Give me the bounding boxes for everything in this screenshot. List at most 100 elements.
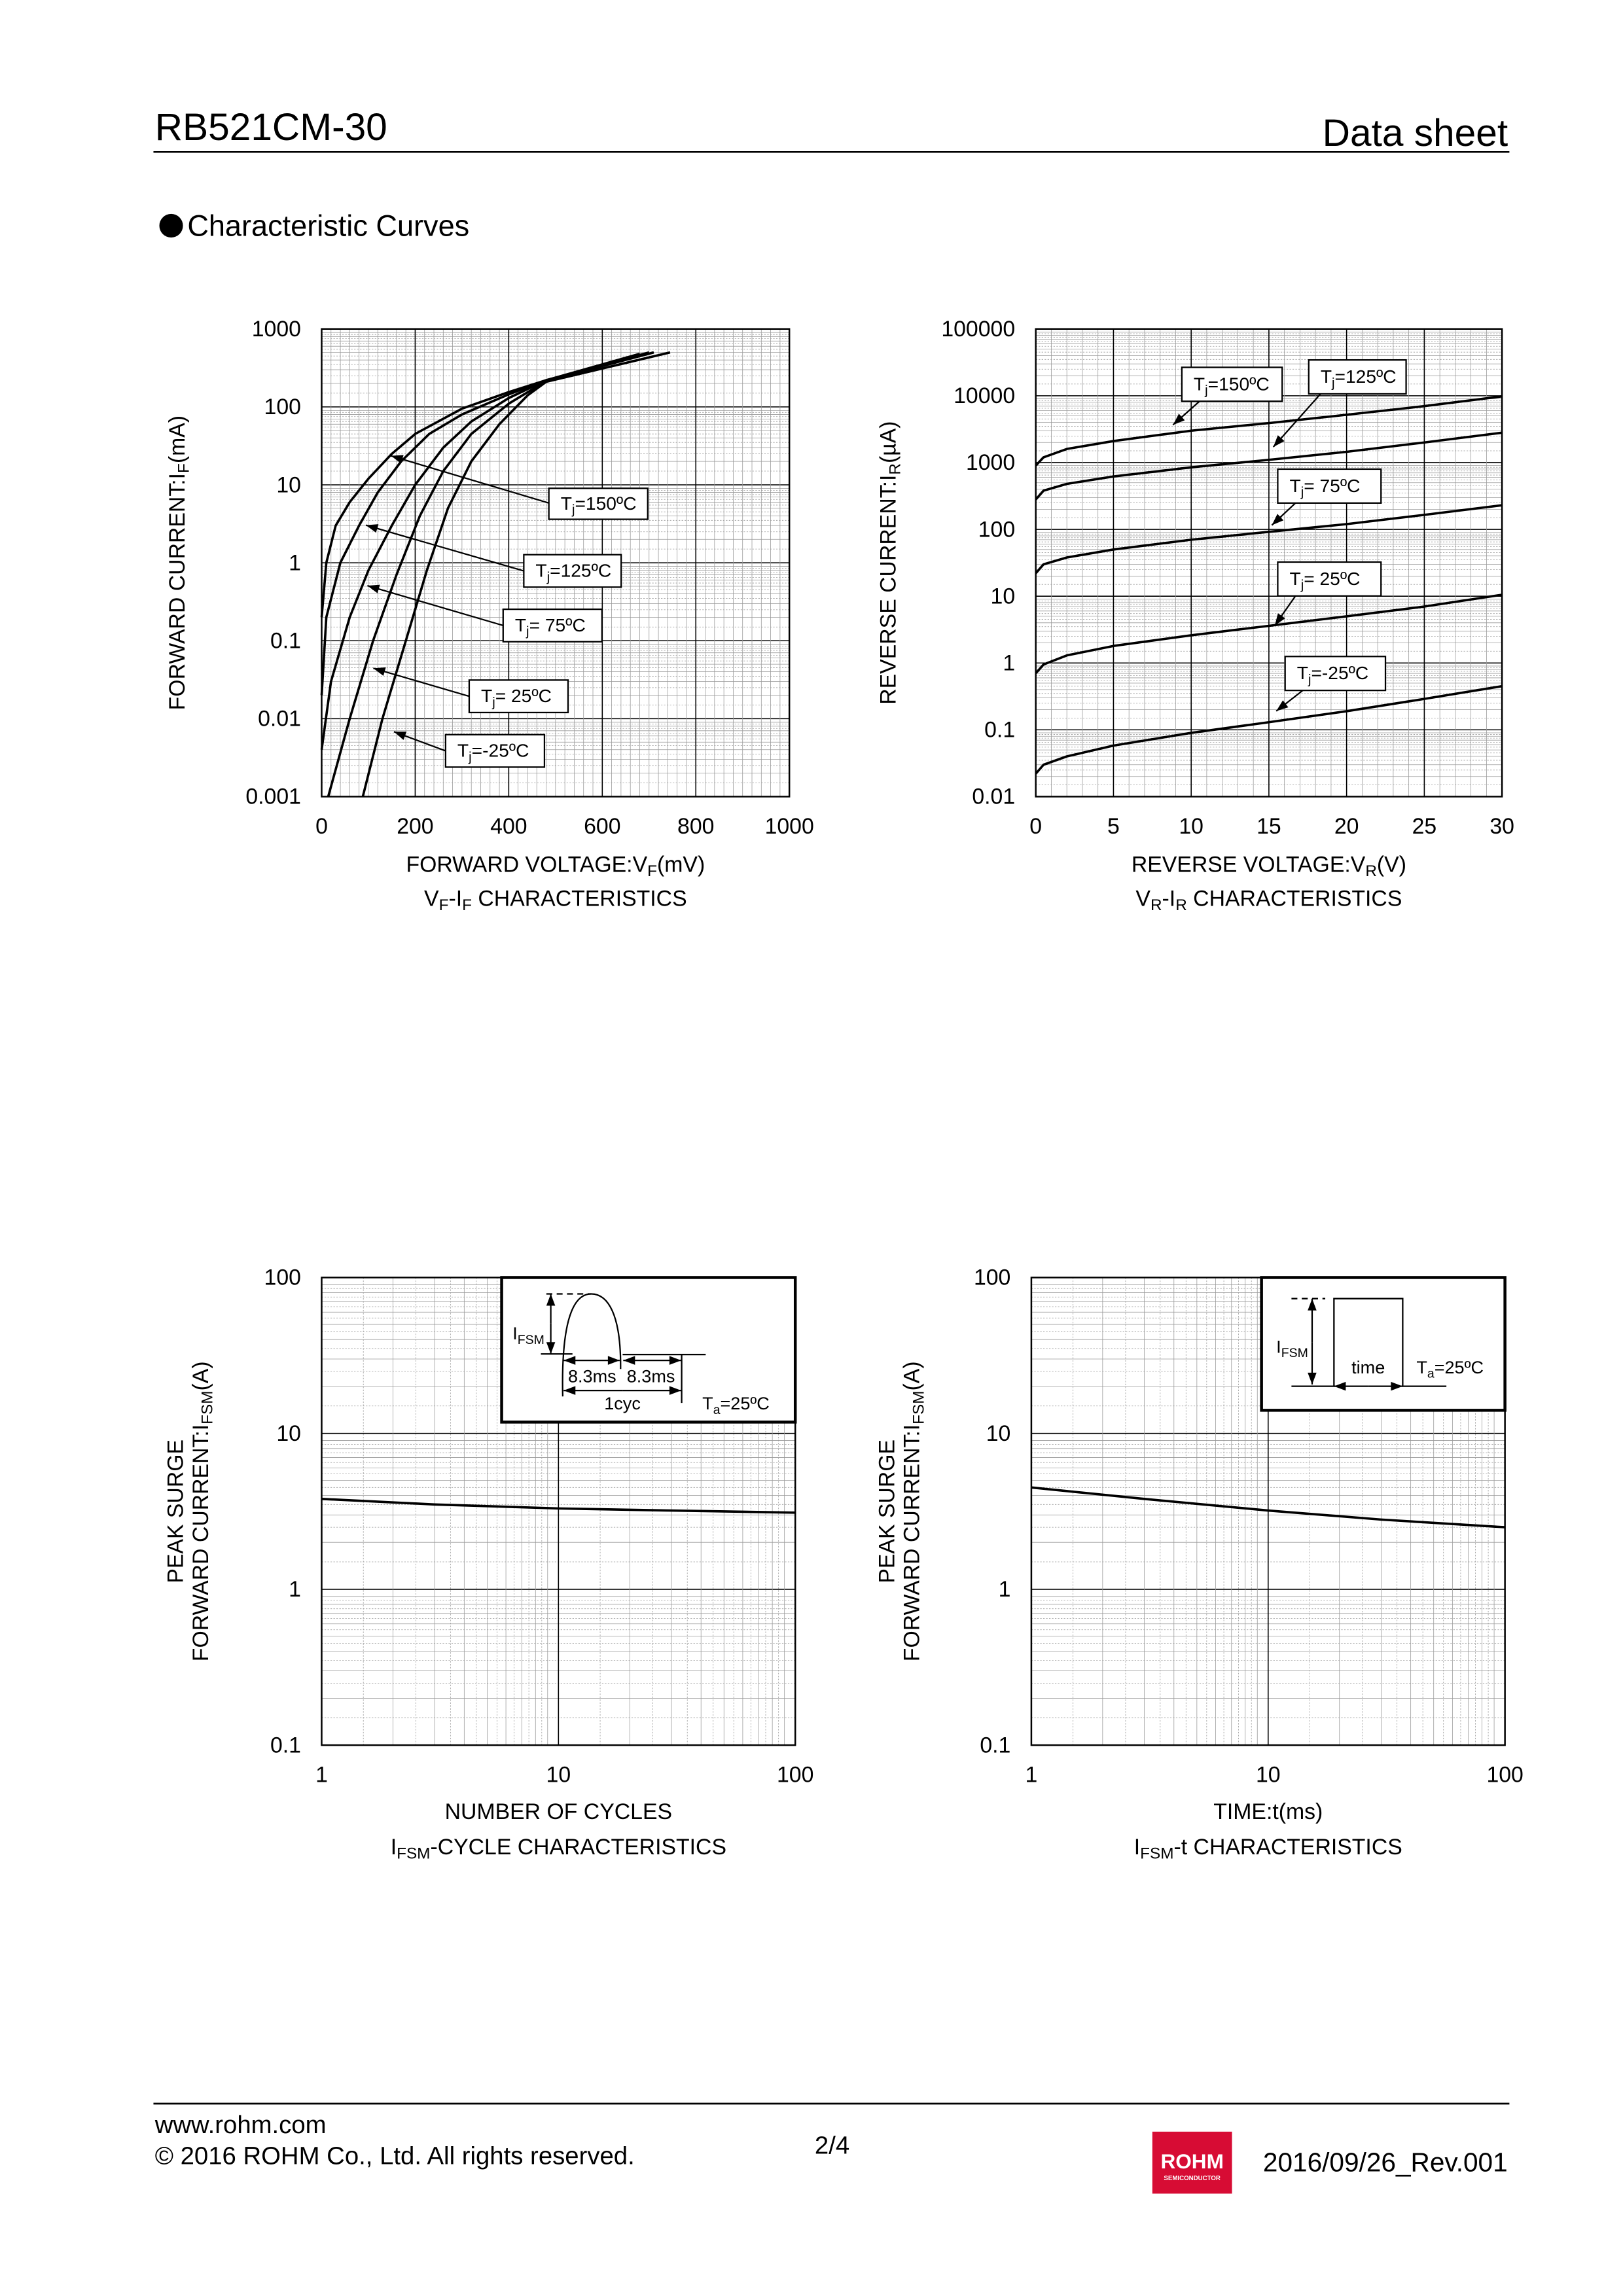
text-part: I xyxy=(512,1324,518,1343)
svg-text:ROHM: ROHM xyxy=(1160,2149,1223,2173)
subscript: F xyxy=(175,463,193,473)
annotation-label: Tj=-25ºC xyxy=(457,740,529,765)
text-part: T xyxy=(481,685,492,706)
x-axis-title: TIME:t(ms) xyxy=(1213,1799,1323,1824)
arrowhead-icon xyxy=(391,455,404,464)
series-annotation: Tj=-25ºC xyxy=(393,731,546,768)
ifsm-label: IFSM xyxy=(1276,1337,1308,1360)
series-line-3 xyxy=(1035,504,1503,574)
arrowhead-icon xyxy=(373,667,386,676)
subscript: j xyxy=(468,750,472,764)
text-part: (mA) xyxy=(165,415,190,463)
svg-text:SEMICONDUCTOR: SEMICONDUCTOR xyxy=(1164,2175,1220,2182)
arrowhead-icon xyxy=(367,584,380,593)
x-axis-title: REVERSE VOLTAGE:VR(V) xyxy=(1132,852,1406,880)
footer-url: www.rohm.com xyxy=(154,2111,327,2139)
x-tick-label: 20 xyxy=(1334,814,1359,839)
doc-type: Data sheet xyxy=(1323,112,1508,154)
ambient-temp-label: Ta=25ºC xyxy=(1416,1358,1484,1381)
subscript: R xyxy=(1150,896,1162,914)
annotation-label: Tj= 25ºC xyxy=(1289,568,1360,593)
subscript: F xyxy=(462,896,472,914)
waveform-inset: IFSM 8.3ms 8.3ms 1cyc Ta=25ºC xyxy=(500,1276,797,1424)
plot-frame xyxy=(321,328,791,798)
text-part: T xyxy=(1297,662,1308,683)
text-part: T xyxy=(1416,1358,1427,1377)
series-line-3 xyxy=(320,351,654,750)
arrowhead-icon xyxy=(669,1356,681,1365)
annotation-box xyxy=(548,487,649,520)
x-tick-label: 100 xyxy=(777,1763,813,1788)
text-part: = 75ºC xyxy=(529,614,586,635)
subscript: FSM xyxy=(1281,1346,1308,1360)
text-part: (V) xyxy=(1377,852,1406,877)
rohm-logo: ROHM SEMICONDUCTOR xyxy=(1152,2131,1232,2194)
subscript: j xyxy=(1308,673,1311,687)
arrowhead-icon xyxy=(607,1356,620,1365)
x-tick-label: 5 xyxy=(1107,814,1120,839)
waveform-inset: IFSM time Ta=25ºC xyxy=(1260,1276,1507,1412)
arrowhead-icon xyxy=(1276,700,1289,711)
page-number: 2/4 xyxy=(815,2132,849,2160)
annotation-label: Tj=150ºC xyxy=(561,493,637,518)
annotation-label: Tj= 25ºC xyxy=(481,685,552,710)
x-tick-label: 100 xyxy=(1486,1763,1523,1788)
x-tick-label: 400 xyxy=(490,814,527,839)
y-tick-label: 1000 xyxy=(252,317,301,342)
text-part: CHARACTERISTICS xyxy=(472,886,687,911)
annotation-label: Tj=-25ºC xyxy=(1297,662,1369,687)
x-tick-label: 0 xyxy=(1029,814,1042,839)
text-part: =125ºC xyxy=(1335,366,1397,387)
x-tick-label: 0 xyxy=(315,814,328,839)
annotation-box xyxy=(1181,366,1283,402)
arrow-line xyxy=(1272,393,1321,448)
x-tick-label: 10 xyxy=(1179,814,1204,839)
time-label: time xyxy=(1351,1358,1385,1377)
series-annotation: Tj=150ºC xyxy=(1172,366,1283,426)
text-part: -t CHARACTERISTICS xyxy=(1174,1835,1402,1860)
plot-frame xyxy=(1035,328,1503,798)
page-header: RB521CM-30 Data sheet xyxy=(153,106,1510,154)
annotation-box xyxy=(1277,468,1382,504)
y-tick-label: 0.1 xyxy=(270,629,301,654)
arrowhead-icon xyxy=(1272,514,1284,525)
y-axis-title: FORWARD CURRENT:IFSM(A) xyxy=(900,1361,928,1661)
y-axis-title: FORWARD CURRENT:IFSM(A) xyxy=(188,1361,217,1661)
arrowhead-icon xyxy=(546,1342,556,1354)
text-part: (A) xyxy=(188,1361,213,1390)
text-part: =25ºC xyxy=(721,1394,770,1413)
arrow-line xyxy=(365,524,524,572)
series-line-4 xyxy=(327,351,654,797)
x-tick-label: 1 xyxy=(315,1763,328,1788)
series-line-1 xyxy=(1035,395,1503,467)
series-line-4 xyxy=(1035,593,1503,675)
text-part: T xyxy=(702,1394,713,1413)
half-period-label: 8.3ms xyxy=(627,1367,675,1386)
square-pulse xyxy=(1291,1298,1447,1387)
arrowhead-icon xyxy=(623,1356,635,1365)
series-annotation: Tj= 75ºC xyxy=(1271,468,1382,526)
text-part: T xyxy=(457,740,469,761)
x-tick-label: 600 xyxy=(584,814,620,839)
subscript: R xyxy=(1365,862,1377,880)
text-part: PEAK SURGE xyxy=(164,1439,188,1583)
arrowhead-icon xyxy=(669,1386,681,1395)
text-part: T xyxy=(535,560,546,581)
arrowhead-icon xyxy=(1273,435,1285,448)
x-tick-label: 30 xyxy=(1489,814,1514,839)
y-tick-label: 10000 xyxy=(954,383,1015,408)
y-tick-label: 100 xyxy=(264,1265,301,1290)
subscript: j xyxy=(571,503,575,518)
series-annotation: Tj=150ºC xyxy=(391,455,649,520)
arrowhead-icon xyxy=(366,524,379,533)
subscript: FSM xyxy=(910,1390,927,1424)
text-part: TIME:t(ms) xyxy=(1213,1799,1323,1824)
y-tick-label: 0.01 xyxy=(258,707,301,732)
text-part: I xyxy=(1276,1337,1281,1356)
text-part: FORWARD CURRENT:I xyxy=(900,1424,925,1661)
series-line-2 xyxy=(320,351,650,696)
series-line-1 xyxy=(321,1497,796,1514)
text-part: PEAK SURGE xyxy=(874,1439,899,1583)
